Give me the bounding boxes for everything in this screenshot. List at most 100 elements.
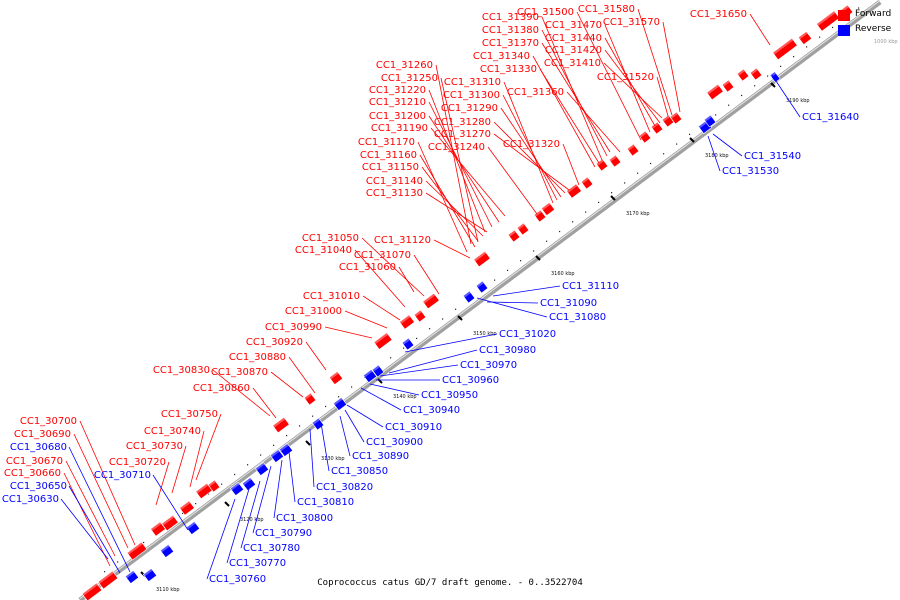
reverse-gene bbox=[254, 461, 270, 477]
forward-gene bbox=[580, 176, 594, 190]
gene-glyph-shine bbox=[402, 338, 411, 345]
leader-line bbox=[503, 81, 554, 204]
gene-label: CC1_30850 bbox=[331, 466, 388, 477]
minor-tick bbox=[637, 172, 639, 174]
minor-tick bbox=[624, 182, 626, 184]
gene-label: CC1_31310 bbox=[444, 77, 501, 88]
leader-line bbox=[637, 8, 673, 116]
leader-line bbox=[404, 333, 498, 353]
gene-glyph-shine bbox=[769, 71, 777, 78]
minor-tick bbox=[429, 328, 431, 330]
forward-gene bbox=[721, 79, 735, 93]
gene-label: CC1_31360 bbox=[507, 87, 564, 98]
gene-glyph bbox=[81, 582, 103, 600]
minor-tick bbox=[403, 347, 405, 349]
leader-line bbox=[425, 180, 484, 237]
leader-line bbox=[324, 326, 373, 339]
gene-glyph-shine bbox=[662, 115, 671, 122]
gene-label: CC1_31290 bbox=[441, 103, 498, 114]
gene-label: CC1_30790 bbox=[255, 528, 312, 539]
legend-scale: 1000 kbp bbox=[874, 39, 898, 45]
leader-line bbox=[212, 369, 271, 417]
gene-glyph bbox=[703, 114, 717, 128]
leader-line bbox=[707, 135, 721, 172]
gene-label: CC1_31020 bbox=[499, 329, 556, 340]
gene-glyph bbox=[772, 37, 798, 61]
forward-gene bbox=[706, 83, 724, 101]
leader-line bbox=[362, 295, 401, 321]
leader-line bbox=[604, 24, 651, 133]
forward-gene bbox=[533, 209, 547, 223]
gene-label: CC1_31170 bbox=[358, 137, 415, 148]
gene-label: CC1_31390 bbox=[482, 12, 539, 23]
gene-glyph-shine bbox=[329, 371, 339, 380]
minor-tick bbox=[221, 483, 223, 485]
gene-glyph bbox=[473, 250, 491, 268]
minor-tick bbox=[143, 541, 145, 544]
gene-glyph bbox=[373, 332, 393, 350]
leader-line bbox=[344, 310, 388, 329]
minor-tick bbox=[273, 444, 275, 446]
gene-label: CC1_30780 bbox=[243, 543, 300, 554]
gene-glyph-shine bbox=[150, 521, 162, 531]
gene-glyph bbox=[516, 222, 530, 236]
gene-label: CC1_31500 bbox=[517, 7, 574, 18]
forward-gene bbox=[516, 222, 530, 236]
gene-glyph bbox=[399, 314, 415, 330]
gene-glyph-shine bbox=[279, 443, 289, 452]
gene-label: CC1_31440 bbox=[545, 33, 602, 44]
gene-label: CC1_31530 bbox=[722, 166, 779, 177]
gene-label: CC1_31000 bbox=[285, 306, 342, 317]
leader-line bbox=[541, 29, 608, 157]
forward-gene bbox=[303, 392, 317, 406]
gene-glyph-shine bbox=[272, 417, 286, 428]
reverse-gene bbox=[401, 337, 415, 351]
minor-tick bbox=[780, 65, 782, 67]
minor-tick bbox=[520, 260, 522, 262]
gene-glyph bbox=[462, 290, 476, 304]
leader-line bbox=[603, 62, 663, 119]
gene-glyph-shine bbox=[143, 568, 153, 577]
reverse-gene bbox=[124, 569, 140, 585]
leader-line bbox=[604, 49, 661, 124]
gene-glyph-shine bbox=[161, 515, 175, 526]
gene-label: CC1_31250 bbox=[381, 73, 438, 84]
gene-glyph-shine bbox=[195, 483, 209, 494]
leader-line bbox=[662, 21, 681, 113]
forward-gene bbox=[608, 154, 622, 168]
gene-label: CC1_30710 bbox=[94, 470, 151, 481]
leader-line bbox=[288, 356, 316, 394]
leader-line bbox=[309, 428, 315, 488]
gene-label: CC1_30750 bbox=[161, 409, 218, 420]
gene-label: CC1_31150 bbox=[362, 162, 419, 173]
leader-line bbox=[749, 13, 771, 46]
gene-label: CC1_30900 bbox=[366, 437, 423, 448]
forward-gene bbox=[507, 229, 521, 243]
gene-label: CC1_30730 bbox=[126, 441, 183, 452]
legend-item-reverse: Reverse bbox=[838, 24, 900, 39]
gene-glyph bbox=[413, 309, 427, 323]
tick-label: 3140 kbp bbox=[393, 394, 417, 400]
scale-tick bbox=[535, 255, 541, 261]
leader-line bbox=[656, 76, 669, 117]
reverse-gene bbox=[278, 442, 294, 458]
gene-label: CC1_30920 bbox=[246, 337, 303, 348]
minor-tick bbox=[390, 357, 392, 359]
gene-glyph-shine bbox=[363, 369, 373, 378]
forward-gene bbox=[328, 370, 344, 386]
reverse-swatch bbox=[838, 25, 850, 36]
gene-label: CC1_31280 bbox=[434, 117, 491, 128]
reverse-gene bbox=[159, 543, 175, 559]
gene-label: CC1_31640 bbox=[802, 112, 859, 123]
gene-glyph-shine bbox=[698, 120, 708, 129]
leader-line bbox=[566, 91, 621, 153]
leader-line bbox=[430, 127, 506, 217]
leader-line bbox=[79, 420, 136, 546]
gene-label: CC1_31580 bbox=[578, 4, 635, 15]
leader-line bbox=[541, 42, 611, 153]
forward-gene bbox=[422, 292, 440, 310]
gene-label: CC1_30670 bbox=[6, 456, 63, 467]
minor-tick bbox=[338, 396, 340, 398]
minor-tick bbox=[208, 493, 210, 495]
gene-glyph bbox=[124, 569, 140, 585]
